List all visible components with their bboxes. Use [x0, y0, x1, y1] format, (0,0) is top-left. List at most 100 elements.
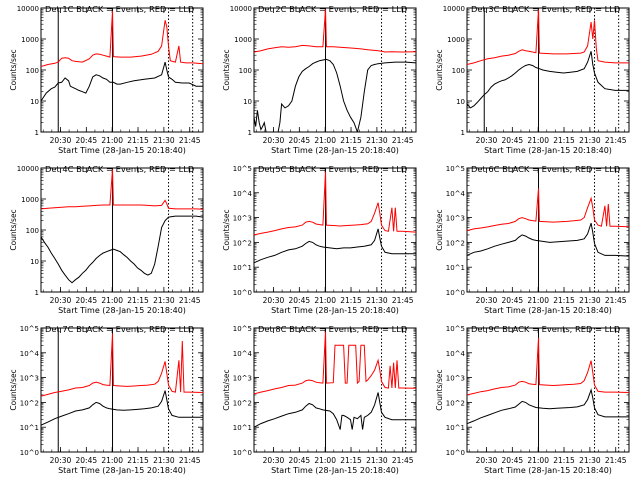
series-lld-line — [467, 188, 629, 232]
y-tick-label: 1 — [461, 129, 465, 137]
x-tick-label: 21:15 — [127, 136, 149, 145]
chart-panel-det-2: Det 2C BLACK = Events, RED = LLD 1 10 100 10… — [222, 4, 417, 155]
series-lld-line — [254, 331, 416, 395]
y-tick-label: 10^2 — [233, 239, 252, 247]
y-tick-label: 10000 — [230, 5, 252, 13]
x-tick-label: 21:45 — [179, 456, 201, 465]
y-tick-label: 1 — [248, 129, 252, 137]
chart-panel-det-3: Det 3C BLACK = Events, RED = LLD 1 10 100 10… — [435, 4, 630, 155]
y-tick-label: 10^1 — [233, 264, 252, 272]
x-tick-label: 20:30 — [263, 296, 285, 305]
plot-frame — [253, 167, 417, 293]
x-tick-label: 21:30 — [153, 136, 175, 145]
x-tick-label: 21:15 — [553, 456, 575, 465]
chart-panel-det-6: Det 6C BLACK = Events, RED = LLD 10^0 10^1… — [435, 164, 630, 315]
x-axis-label: Start Time (28-Jan-15 20:18:40) — [484, 146, 612, 155]
y-tick-label: 10 — [456, 98, 465, 106]
y-tick-label: 10^1 — [20, 424, 39, 432]
chart-panel-det-4: Det 4C BLACK = Events, RED = LLD 1 10 100 10… — [9, 164, 204, 315]
x-tick-label: 21:30 — [366, 296, 388, 305]
x-tick-label: 21:45 — [392, 296, 414, 305]
y-tick-label: 10^0 — [446, 289, 465, 297]
y-tick-label: 1000 — [21, 196, 39, 204]
y-tick-label: 10^4 — [20, 350, 40, 358]
chart-title: Det 7C BLACK = Events, RED = LLD — [45, 324, 194, 334]
y-tick-label: 10^1 — [446, 424, 465, 432]
y-axis-label: Counts/sec — [9, 369, 18, 410]
y-axis-label: Counts/sec — [435, 369, 444, 410]
x-tick-label: 21:00 — [527, 136, 549, 145]
x-axis-label: Start Time (28-Jan-15 20:18:40) — [58, 466, 186, 475]
series-events-line — [41, 390, 203, 426]
x-tick-label: 20:30 — [476, 456, 498, 465]
x-tick-label: 21:00 — [101, 136, 123, 145]
y-axis-label: Counts/sec — [9, 209, 18, 250]
series-events-line — [467, 222, 629, 257]
y-tick-label: 10^1 — [446, 264, 465, 272]
x-tick-label: 21:30 — [366, 456, 388, 465]
series-lld-line — [41, 333, 203, 397]
plot-frame — [466, 167, 630, 293]
x-tick-label: 21:45 — [605, 456, 627, 465]
series-lld-line — [41, 169, 203, 210]
plot-frame — [466, 327, 630, 453]
x-tick-label: 20:45 — [76, 136, 98, 145]
y-tick-label: 1 — [35, 289, 39, 297]
x-tick-label: 21:00 — [314, 456, 336, 465]
series-events-line — [467, 388, 629, 425]
x-tick-label: 20:30 — [50, 456, 72, 465]
x-tick-label: 21:45 — [392, 136, 414, 145]
y-tick-label: 10^3 — [446, 375, 465, 383]
y-axis-label: Counts/sec — [435, 49, 444, 90]
series-lld-line — [254, 9, 416, 53]
series-events-line — [41, 215, 203, 284]
y-tick-label: 100 — [452, 67, 465, 75]
chart-panel-det-7: Det 7C BLACK = Events, RED = LLD 10^0 10^1… — [9, 324, 204, 475]
y-tick-label: 1000 — [447, 36, 465, 44]
y-tick-label: 10 — [30, 258, 39, 266]
x-tick-label: 21:30 — [579, 456, 601, 465]
plot-frame — [253, 327, 417, 453]
x-tick-label: 20:45 — [289, 456, 311, 465]
y-tick-label: 10^3 — [233, 215, 252, 223]
x-tick-label: 20:45 — [289, 136, 311, 145]
x-tick-label: 20:45 — [76, 456, 98, 465]
y-tick-label: 10 — [243, 98, 252, 106]
y-tick-label: 10^4 — [446, 350, 466, 358]
series-events-line — [467, 51, 629, 109]
x-tick-label: 21:15 — [127, 456, 149, 465]
series-lld-line — [254, 171, 416, 236]
y-tick-label: 10000 — [443, 5, 465, 13]
chart-title: Det 5C BLACK = Events, RED = LLD — [258, 164, 407, 174]
y-tick-label: 10^4 — [446, 190, 466, 198]
x-tick-label: 21:00 — [527, 456, 549, 465]
chart-title: Det 6C BLACK = Events, RED = LLD — [471, 164, 620, 174]
x-tick-label: 21:00 — [101, 456, 123, 465]
series-lld-line — [467, 9, 629, 65]
x-tick-label: 20:30 — [476, 136, 498, 145]
y-tick-label: 10^0 — [233, 289, 252, 297]
y-axis-label: Counts/sec — [435, 209, 444, 250]
y-tick-label: 10^4 — [233, 350, 253, 358]
y-tick-label: 10^5 — [233, 325, 252, 333]
y-tick-label: 10^0 — [446, 449, 465, 457]
series-lld-line — [41, 10, 203, 67]
x-tick-label: 21:30 — [366, 136, 388, 145]
chart-title: Det 3C BLACK = Events, RED = LLD — [471, 4, 620, 14]
y-tick-label: 10^3 — [446, 215, 465, 223]
series-events-line — [254, 228, 416, 264]
x-tick-label: 21:15 — [340, 456, 362, 465]
x-tick-label: 20:45 — [289, 296, 311, 305]
x-tick-label: 21:45 — [605, 296, 627, 305]
y-axis-label: Counts/sec — [222, 369, 231, 410]
series-events-line — [254, 392, 416, 430]
x-tick-label: 21:15 — [553, 296, 575, 305]
y-tick-label: 1000 — [21, 36, 39, 44]
chart-title: Det 8C BLACK = Events, RED = LLD — [258, 324, 407, 334]
x-tick-label: 21:00 — [314, 136, 336, 145]
y-tick-label: 10^4 — [233, 190, 253, 198]
x-tick-label: 20:30 — [50, 136, 72, 145]
x-axis-label: Start Time (28-Jan-15 20:18:40) — [58, 306, 186, 315]
chart-title: Det 4C BLACK = Events, RED = LLD — [45, 164, 194, 174]
